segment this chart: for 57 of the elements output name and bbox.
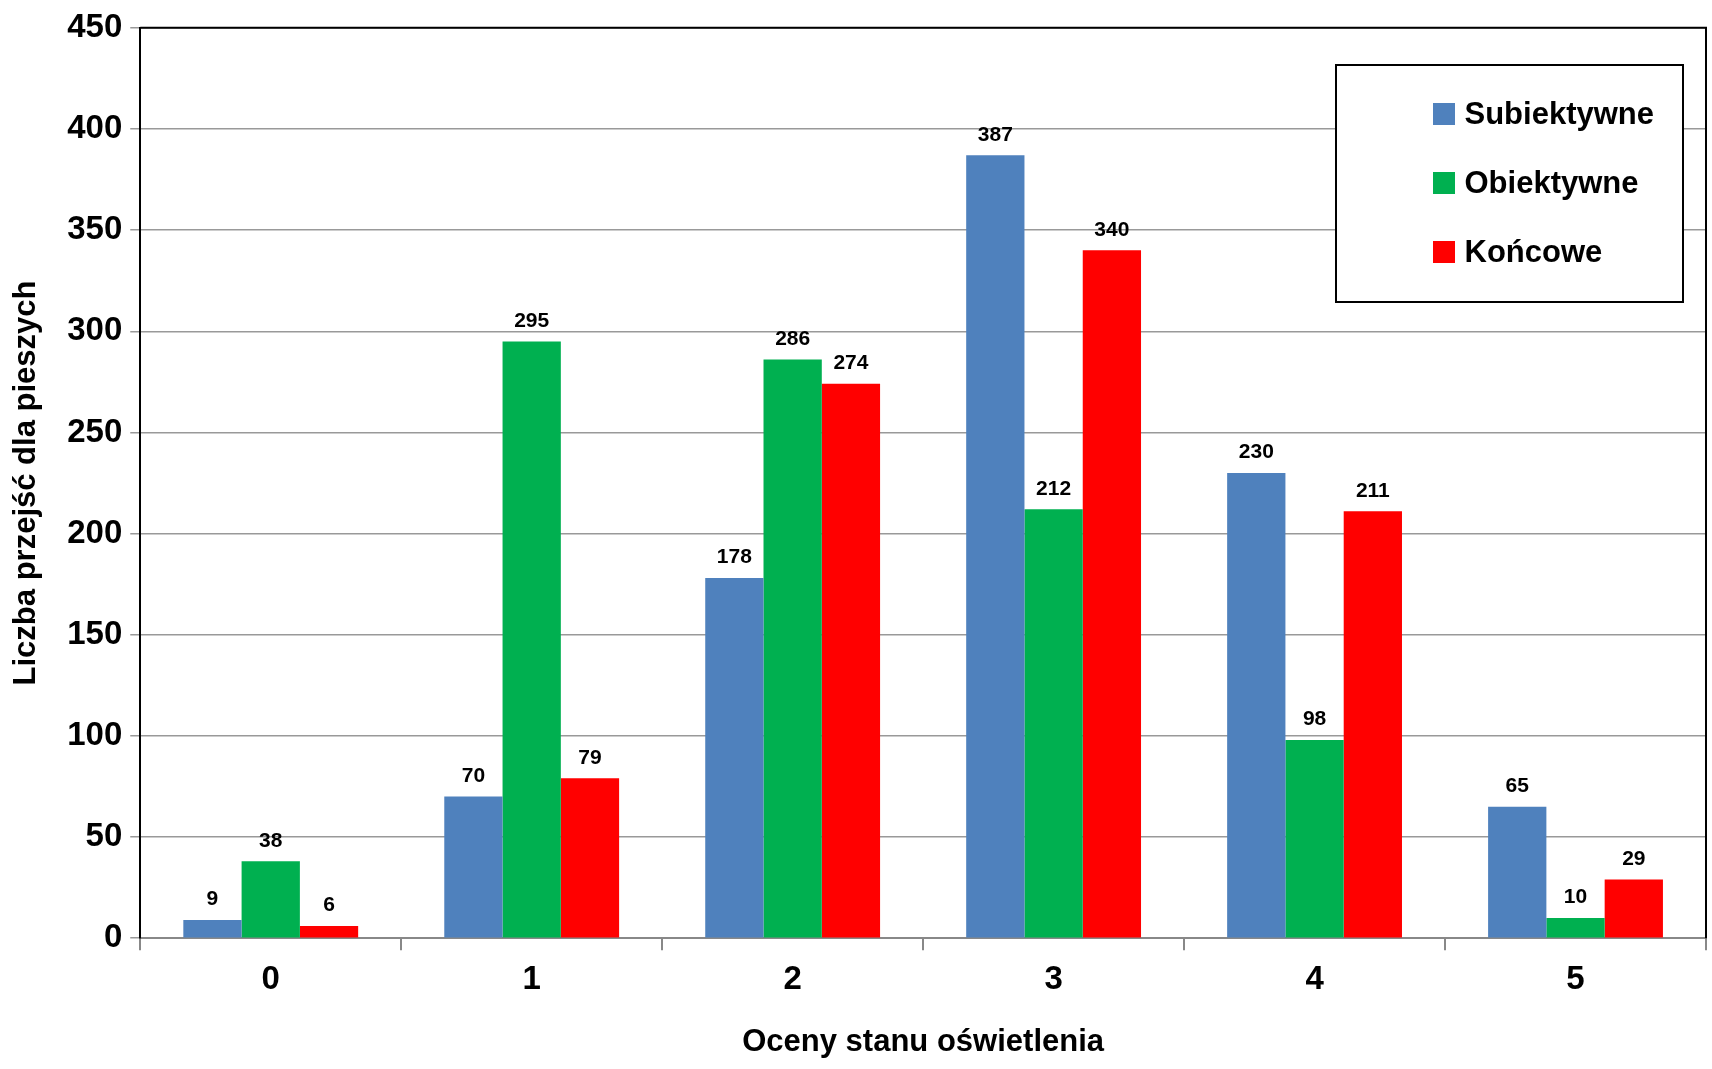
x-tick-label: 0 — [261, 959, 280, 997]
y-tick-label: 0 — [103, 917, 123, 955]
data-label: 295 — [514, 307, 550, 331]
y-tick-label: 150 — [67, 613, 123, 651]
data-label: 29 — [1622, 845, 1646, 869]
bar — [1488, 806, 1547, 938]
y-tick-label: 300 — [67, 310, 123, 348]
data-label: 274 — [833, 350, 869, 374]
data-label: 178 — [716, 544, 753, 568]
bar — [1285, 739, 1344, 938]
bar — [502, 341, 561, 938]
legend-label: Końcowe — [1464, 234, 1603, 271]
data-label: 10 — [1563, 884, 1588, 908]
y-tick-label: 200 — [67, 512, 123, 550]
y-tick-label: 400 — [67, 108, 123, 146]
data-label: 38 — [259, 827, 283, 851]
bar — [1024, 509, 1083, 938]
bar — [705, 578, 764, 938]
data-label: 70 — [461, 762, 486, 786]
bar — [299, 926, 359, 938]
data-label: 6 — [323, 892, 335, 916]
y-tick-label: 250 — [67, 411, 123, 449]
y-tick-label: 450 — [67, 6, 123, 44]
x-axis-title: Oceny stanu oświetlenia — [742, 1022, 1105, 1058]
bar — [821, 383, 881, 938]
bar — [1082, 250, 1142, 938]
y-tick-label: 50 — [85, 816, 123, 854]
y-tick-label: 350 — [67, 209, 123, 247]
bar — [966, 155, 1025, 938]
y-tick-label: 100 — [67, 714, 123, 752]
x-tick-label: 4 — [1305, 959, 1325, 997]
x-tick-label: 3 — [1044, 959, 1063, 997]
data-label: 230 — [1238, 439, 1274, 463]
legend-label: Obiektywne — [1464, 165, 1639, 202]
data-label: 212 — [1036, 475, 1072, 499]
bar — [1343, 511, 1402, 938]
data-label: 9 — [206, 886, 219, 910]
y-axis-title: Liczba przejść dla pieszych — [7, 280, 43, 686]
bar — [560, 778, 620, 938]
legend-label: Subiektywne — [1464, 96, 1654, 133]
bar — [444, 796, 503, 938]
data-label: 286 — [775, 325, 811, 349]
data-label: 211 — [1355, 477, 1391, 501]
data-label: 65 — [1505, 772, 1530, 796]
data-label: 79 — [578, 744, 602, 768]
x-tick-label: 2 — [783, 959, 802, 997]
x-tick-label: 5 — [1566, 959, 1585, 997]
data-label: 98 — [1302, 706, 1327, 730]
bar — [183, 919, 242, 938]
data-label: 387 — [977, 121, 1013, 145]
bar — [1227, 472, 1286, 938]
bar — [1604, 879, 1663, 938]
data-label: 340 — [1094, 216, 1130, 240]
x-tick-label: 1 — [522, 959, 541, 997]
bar — [763, 359, 822, 938]
bar — [1546, 917, 1605, 938]
bar — [241, 861, 300, 938]
